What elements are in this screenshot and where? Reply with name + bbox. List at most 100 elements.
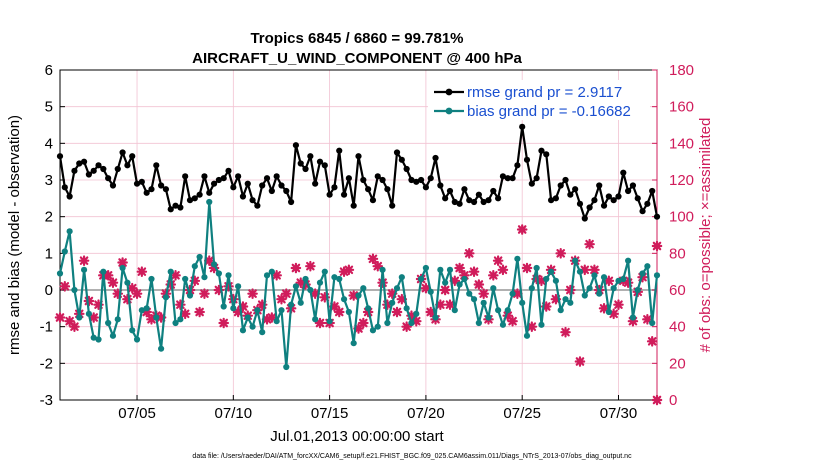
bias-point (158, 345, 165, 352)
bias-point (369, 327, 377, 334)
obs-count-point (627, 315, 639, 327)
bias-point (355, 292, 362, 299)
rmse-point (307, 153, 314, 160)
bias-point (220, 303, 227, 310)
y-tick-label-right: 100 (669, 209, 694, 226)
obs-count-point (170, 270, 181, 281)
rmse-point (403, 165, 410, 173)
obs-count-point (435, 299, 446, 310)
x-tick-label: 07/10 (215, 405, 253, 422)
rmse-point (105, 175, 112, 182)
obs-count-point (502, 310, 514, 321)
obs-count-point (449, 275, 461, 287)
bias-point (124, 279, 131, 286)
y-tick-label-right: 120 (669, 172, 694, 189)
y-axis-label-right: # of obs: o=possible; ×=assimilated (697, 118, 714, 353)
rmse-point (302, 165, 309, 173)
y-tick-label-left: -2 (40, 355, 53, 372)
obs-count-point (175, 299, 186, 310)
obs-count-point (521, 262, 533, 274)
obs-count-point (613, 299, 624, 310)
y-tick-label-left: 0 (45, 282, 53, 299)
rmse-point (649, 187, 656, 195)
obs-count-point (401, 321, 412, 332)
obs-count-point (444, 299, 456, 310)
obs-count-point (295, 277, 307, 288)
obs-count-point (439, 284, 451, 296)
obs-count-point (386, 288, 398, 299)
bias-point (287, 301, 295, 308)
bias-point (572, 257, 579, 264)
y-tick-label-right: 180 (669, 62, 694, 79)
obs-count-point (488, 270, 499, 281)
rmse-point (321, 162, 328, 169)
obs-count-point (348, 290, 359, 301)
y-tick-label-left: 1 (45, 245, 53, 262)
obs-count-point (266, 312, 278, 323)
bias-point (206, 198, 213, 206)
bias-point (523, 332, 531, 339)
y-tick-label-right: 140 (669, 135, 694, 152)
bias-point (538, 321, 545, 328)
rmse-point (244, 180, 251, 187)
rmse-point (56, 153, 64, 160)
x-axis-label: Jul.01,2013 00:00:00 start (270, 428, 444, 445)
obs-count-point (589, 264, 600, 276)
bias-point (191, 263, 198, 270)
rmse-point (461, 186, 468, 193)
bias-point (528, 285, 535, 292)
obs-count-point (136, 266, 148, 277)
obs-count-point (463, 248, 475, 259)
obs-count-point (478, 288, 489, 299)
y-tick-label-right: 40 (669, 319, 686, 336)
rmse-point (225, 167, 232, 174)
obs-count-point (194, 306, 205, 318)
rmse-point (210, 180, 218, 187)
rmse-point (95, 162, 102, 169)
bias-point (143, 305, 150, 312)
rmse-point (576, 200, 584, 207)
bias-point (249, 323, 256, 330)
rmse-point (259, 182, 266, 189)
bias-point (80, 266, 88, 273)
obs-count-point (358, 317, 369, 329)
obs-count-point (353, 323, 364, 334)
bias-point (490, 285, 497, 292)
bias-point (95, 336, 102, 343)
bias-point (417, 275, 425, 283)
rmse-point (528, 180, 535, 187)
rmse-point (644, 200, 651, 207)
obs-count-point (107, 277, 119, 288)
chart-subtitle: AIRCRAFT_U_WIND_COMPONENT @ 400 hPa (192, 50, 522, 67)
obs-count-point (372, 260, 384, 272)
legend-box (428, 80, 650, 120)
bias-point (427, 288, 434, 295)
bias-point (374, 323, 381, 330)
bias-point (552, 277, 559, 284)
bias-point (210, 261, 218, 268)
rmse-point (129, 153, 136, 160)
bias-point (653, 272, 661, 279)
bias-point (230, 305, 237, 312)
y-tick-label-left: 5 (45, 99, 53, 116)
rmse-point (80, 158, 88, 165)
bias-point (201, 274, 208, 281)
rmse-point (389, 202, 396, 209)
obs-count-point (646, 336, 658, 347)
bias-point (360, 285, 367, 292)
rmse-point (639, 208, 646, 215)
bias-point (148, 275, 155, 283)
rmse-point (124, 162, 131, 169)
rmse-point (201, 173, 208, 180)
rmse-point (384, 186, 391, 193)
rmse-point (268, 187, 275, 195)
obs-count-point (69, 321, 80, 332)
bias-point (393, 285, 401, 292)
obs-count-point (247, 288, 258, 299)
obs-count-point (83, 295, 95, 307)
rmse-point (379, 176, 386, 184)
bias-point (340, 296, 348, 303)
rmse-point (153, 162, 160, 169)
bias-point (432, 314, 439, 321)
